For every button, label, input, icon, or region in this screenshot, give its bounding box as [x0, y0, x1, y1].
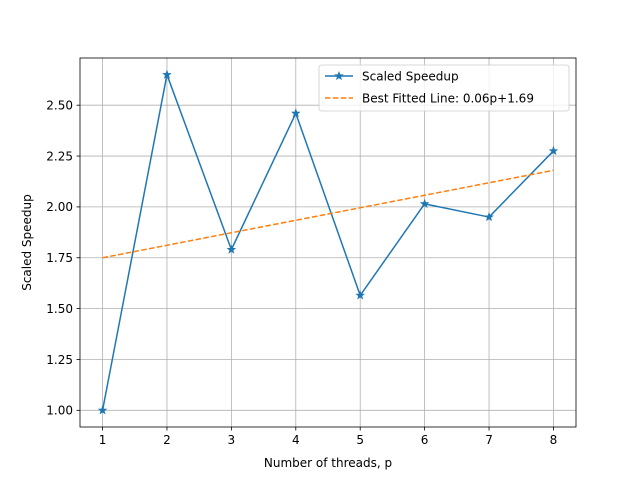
legend-marker-0 — [334, 70, 344, 81]
y-axis-ticks: 1.00 1.25 1.50 1.75 2.00 2.25 2.50 — [46, 98, 80, 418]
legend-box — [318, 64, 570, 112]
x-tick-label: 7 — [485, 433, 493, 447]
legend-label-0: Scaled Speedup — [362, 69, 459, 83]
x-tick-label: 1 — [99, 433, 107, 447]
x-axis-label: Number of threads, p — [264, 456, 392, 470]
x-tick-label: 6 — [421, 433, 429, 447]
legend: Scaled Speedup Best Fitted Line: 0.06p+1.… — [318, 64, 570, 112]
data-point — [484, 212, 494, 222]
legend-label-1: Best Fitted Line: 0.06p+1.69 — [362, 91, 534, 105]
x-tick-label: 2 — [163, 433, 171, 447]
data-point — [97, 405, 108, 415]
y-tick-label: 1.25 — [46, 353, 73, 367]
data-point — [355, 290, 366, 300]
x-axis-ticks: 1 2 3 4 5 6 7 8 — [99, 427, 558, 447]
data-point — [226, 244, 237, 254]
series-layer — [97, 69, 559, 415]
y-axis-label: Scaled Speedup — [20, 194, 34, 291]
y-tick-label: 2.25 — [46, 149, 73, 163]
data-point — [548, 145, 559, 156]
y-tick-label: 1.00 — [46, 404, 73, 418]
x-tick-label: 5 — [356, 433, 364, 447]
series-line-1 — [102, 169, 554, 259]
y-tick-label: 1.50 — [46, 302, 73, 316]
data-point — [162, 69, 172, 79]
y-tick-label: 2.00 — [46, 200, 73, 214]
x-tick-label: 8 — [550, 433, 558, 447]
data-point — [290, 108, 301, 118]
axes-frame — [79, 57, 577, 428]
y-tick-label: 2.50 — [46, 98, 73, 112]
x-tick-label: 4 — [292, 433, 300, 447]
y-tick-label: 1.75 — [46, 251, 73, 265]
data-point — [419, 198, 430, 208]
x-tick-label: 3 — [228, 433, 236, 447]
series-line-0 — [101, 73, 554, 411]
